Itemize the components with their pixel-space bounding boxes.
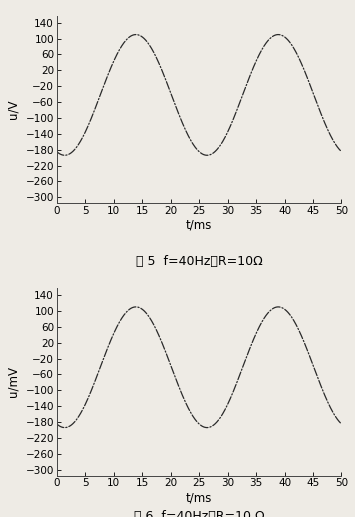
X-axis label: t/ms: t/ms bbox=[186, 219, 212, 232]
Y-axis label: u/mV: u/mV bbox=[7, 366, 20, 397]
Text: 图 5  f=40Hz，R=10Ω: 图 5 f=40Hz，R=10Ω bbox=[136, 255, 262, 268]
Text: 图 6  f=40Hz，R=10 Ω: 图 6 f=40Hz，R=10 Ω bbox=[134, 510, 264, 517]
X-axis label: t/ms: t/ms bbox=[186, 491, 212, 504]
Y-axis label: u/V: u/V bbox=[7, 100, 20, 119]
